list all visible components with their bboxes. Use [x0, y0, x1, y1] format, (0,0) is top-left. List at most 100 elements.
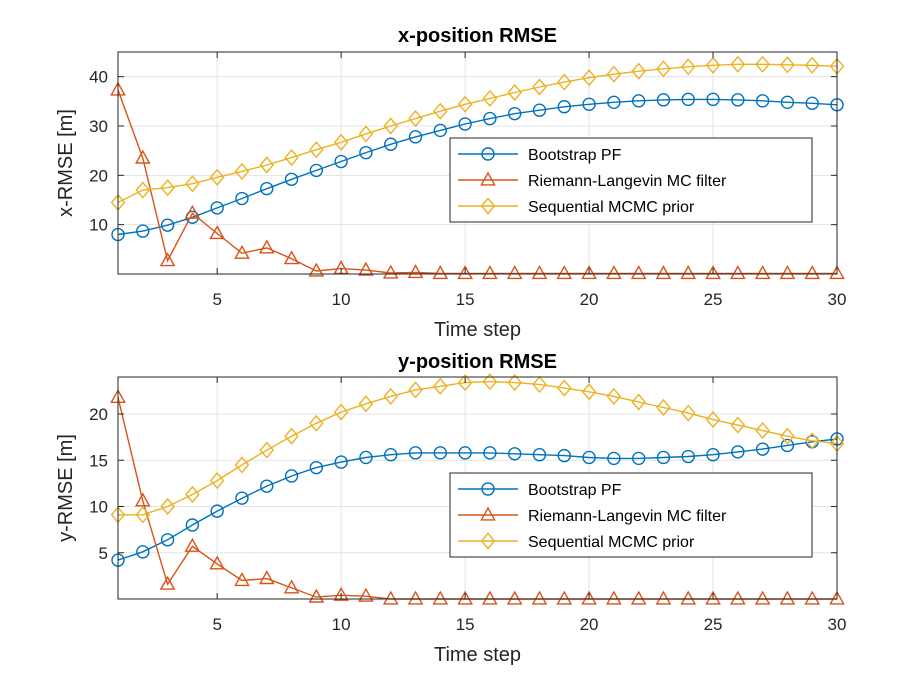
y-rmse-data-point	[483, 446, 497, 460]
y-rmse-data-point	[780, 438, 795, 453]
y-rmse-data-point	[730, 416, 746, 434]
y-rmse-data-point	[407, 590, 424, 605]
x-rmse-data-point	[829, 265, 845, 280]
x-rmse-data-point	[408, 130, 423, 144]
x-rmse-data-point	[358, 125, 374, 143]
y-rmse-data-point	[458, 446, 472, 460]
y-rmse-data-point	[656, 450, 671, 465]
x-rmse-y-axis-label: x-RMSE [m]	[55, 109, 77, 217]
y-rmse-data-point	[283, 579, 300, 594]
x-rmse-series-3	[110, 55, 845, 212]
y-rmse-data-point	[680, 590, 697, 605]
x-rmse-data-point	[705, 56, 721, 74]
x-rmse-data-point	[631, 62, 646, 80]
x-rmse-data-point	[606, 265, 622, 280]
y-rmse-data-point	[209, 472, 225, 490]
x-rmse-legend-item: Bootstrap PF	[458, 147, 622, 164]
x-rmse-data-point	[730, 265, 746, 280]
y-rmse-data-point	[408, 446, 423, 460]
x-rmse-data-point	[408, 110, 423, 128]
y-rmse-x-tick-label: 20	[580, 615, 599, 634]
y-rmse-y-tick-label: 20	[89, 405, 108, 424]
y-rmse-data-point	[705, 590, 721, 605]
y-rmse-data-point	[581, 383, 597, 401]
x-rmse-x-tick-label: 15	[456, 290, 475, 309]
x-rmse-legend-label: Riemann-Langevin MC filter	[528, 173, 727, 190]
x-rmse-y-tick-label: 40	[89, 68, 108, 87]
x-rmse-data-point	[159, 252, 176, 267]
y-rmse-legend-marker	[481, 482, 495, 496]
x-rmse-data-point	[482, 265, 498, 280]
y-rmse-legend-item: Riemann-Langevin MC filter	[458, 506, 727, 525]
x-rmse-data-point	[185, 175, 200, 193]
y-rmse-data-point	[482, 373, 498, 391]
y-rmse-data-point	[234, 572, 250, 587]
x-rmse-data-point	[209, 168, 225, 186]
y-rmse-data-point	[457, 590, 473, 605]
y-rmse-data-point	[159, 575, 176, 590]
x-rmse-data-point	[779, 265, 796, 280]
x-rmse-data-point	[680, 58, 696, 76]
y-rmse-data-point	[557, 448, 571, 463]
y-rmse-axes-box	[117, 376, 838, 600]
x-rmse-data-point	[606, 65, 622, 83]
x-rmse-data-point	[160, 179, 175, 197]
x-rmse-data-point	[284, 149, 299, 167]
x-rmse-data-point	[260, 181, 274, 196]
y-rmse-y-tick-label: 10	[89, 498, 108, 517]
x-rmse-data-point	[457, 95, 473, 113]
y-rmse-data-point	[382, 590, 399, 605]
x-rmse-legend-label: Sequential MCMC prior	[528, 199, 695, 216]
x-rmse-data-point	[804, 265, 821, 280]
y-rmse-data-point	[185, 485, 200, 504]
y-rmse-data-point	[432, 377, 448, 395]
y-rmse-data-point	[432, 590, 449, 605]
y-rmse-data-point	[184, 537, 201, 552]
x-rmse-data-point	[284, 172, 299, 186]
y-rmse-data-point	[705, 411, 721, 429]
y-rmse-data-point	[209, 555, 225, 570]
x-rmse-data-point	[581, 69, 597, 87]
x-rmse-data-point	[557, 100, 571, 114]
x-rmse-title: x-position RMSE	[398, 25, 557, 47]
x-rmse-data-point	[681, 92, 695, 107]
y-rmse-data-point	[234, 456, 250, 474]
x-rmse-legend-item: Sequential MCMC prior	[458, 197, 695, 216]
x-rmse-series-line	[117, 98, 838, 236]
x-rmse-data-point	[309, 163, 324, 178]
y-rmse-data-point	[359, 450, 373, 465]
y-rmse-data-point	[384, 448, 398, 462]
y-rmse-data-point	[284, 469, 299, 483]
y-rmse-data-point	[260, 479, 274, 493]
y-rmse-series-3	[110, 373, 845, 524]
x-rmse-data-point	[134, 149, 151, 164]
x-rmse-chart: 5 10 15 20 25 30 10 20 30 40 x-position RMSE Time s…	[55, 25, 846, 341]
y-rmse-data-point	[655, 590, 672, 605]
x-rmse-series-line	[117, 63, 838, 204]
y-rmse-chart: 5 10 15 20 25 30 5 10 15 20 y-position RMSE Time st…	[55, 351, 846, 666]
y-rmse-data-point	[259, 441, 275, 459]
x-rmse-data-point	[532, 103, 547, 117]
y-rmse-legend-label: Bootstrap PF	[528, 482, 622, 499]
y-rmse-data-point	[358, 395, 374, 413]
y-rmse-data-point	[309, 414, 324, 432]
y-rmse-y-tick-label: 5	[99, 544, 108, 563]
x-rmse-data-point	[259, 156, 275, 174]
x-rmse-data-point	[655, 265, 672, 280]
x-rmse-data-point	[384, 137, 398, 151]
y-rmse-data-point	[607, 451, 621, 466]
x-rmse-legend: Bootstrap PF Riemann-Langevin MC filter Se…	[449, 137, 813, 223]
y-rmse-legend-marker	[480, 506, 496, 521]
y-rmse-legend: Bootstrap PF Riemann-Langevin MC filter Se…	[449, 472, 813, 558]
y-rmse-data-point	[581, 590, 597, 605]
y-rmse-data-point	[308, 588, 325, 603]
y-rmse-data-point	[333, 586, 349, 601]
y-rmse-data-point	[333, 403, 349, 421]
y-rmse-data-point	[606, 590, 622, 605]
x-rmse-data-point	[458, 117, 472, 131]
y-rmse-x-tick-label: 5	[212, 615, 221, 634]
y-rmse-data-point	[582, 450, 596, 465]
y-rmse-x-tick-label: 10	[332, 615, 351, 634]
x-rmse-data-point	[234, 244, 250, 259]
x-rmse-legend-marker	[480, 197, 496, 215]
